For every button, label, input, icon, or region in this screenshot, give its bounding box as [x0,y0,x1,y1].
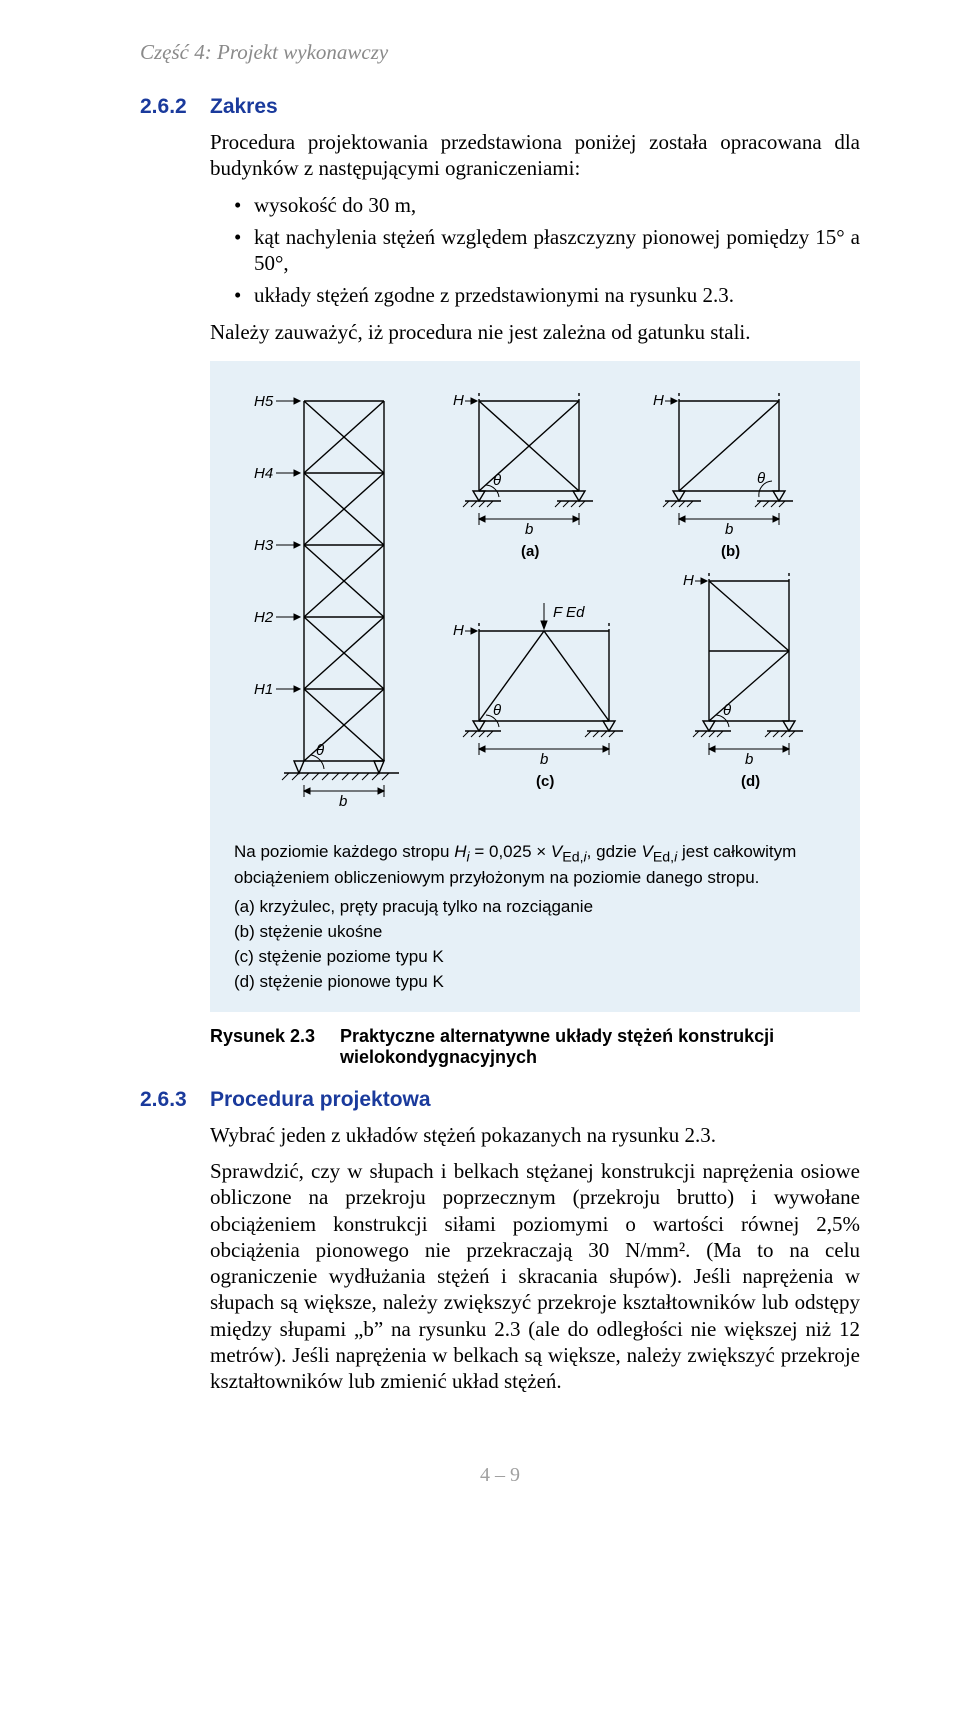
svg-text:b: b [339,793,347,810]
sec262-para1: Procedura projektowania przedstawiona po… [210,129,860,182]
sec262-bullet: kąt nachylenia stężeń względem płaszczyz… [234,224,860,277]
svg-text:θ: θ [493,472,501,489]
figure-caption-label: Rysunek 2.3 [210,1026,340,1068]
svg-text:H3: H3 [254,537,274,554]
legend-b: (b) stężenie ukośne [234,921,840,944]
sec262-para2: Należy zauważyć, iż procedura nie jest z… [210,319,860,345]
svg-text:θ: θ [757,470,765,487]
figure-caption: Rysunek 2.3 Praktyczne alternatywne ukła… [210,1026,860,1068]
sec263-para1: Wybrać jeden z układów stężeń pokazanych… [210,1122,860,1148]
sec262-bullet: układy stężeń zgodne z przedstawionymi n… [234,282,860,308]
legend-c: (c) stężenie poziome typu K [234,946,840,969]
figure-caption-text: Praktyczne alternatywne układy stężeń ko… [340,1026,860,1068]
sec263-para2: Sprawdzić, czy w słupach i belkach stęża… [210,1158,860,1394]
svg-text:H5: H5 [254,393,274,410]
figure-legend: Na poziomie każdego stropu Hi = 0,025 × … [234,841,840,994]
svg-text:(d): (d) [741,773,760,790]
svg-text:H: H [453,622,464,639]
svg-text:F Ed: F Ed [553,604,585,621]
figure-2-3: H5 H4 H3 H2 H1 θ [210,361,860,1012]
svg-text:b: b [725,521,733,538]
svg-text:(a): (a) [521,543,539,560]
svg-text:b: b [745,751,753,768]
legend-a: (a) krzyżulec, pręty pracują tylko na ro… [234,896,840,919]
section-263-heading: Procedura projektowa [210,1088,431,1112]
section-262-num: 2.6.2 [140,95,210,119]
legend-hi-eq: Na poziomie każdego stropu Hi = 0,025 × … [234,841,840,890]
svg-text:b: b [540,751,548,768]
svg-text:θ: θ [493,702,501,719]
svg-text:(b): (b) [721,543,740,560]
section-262-heading: Zakres [210,95,278,119]
svg-text:H2: H2 [254,609,274,626]
svg-text:b: b [525,521,533,538]
legend-d: (d) stężenie pionowe typu K [234,971,840,994]
page-part-title: Część 4: Projekt wykonawczy [140,40,860,65]
svg-text:H1: H1 [254,681,273,698]
section-263-body: Wybrać jeden z układów stężeń pokazanych… [210,1122,860,1395]
svg-text:θ: θ [723,702,731,719]
svg-text:H4: H4 [254,465,273,482]
svg-text:H: H [453,392,464,409]
svg-text:H: H [653,392,664,409]
svg-text:(c): (c) [536,773,554,790]
section-263-num: 2.6.3 [140,1088,210,1112]
page-number: 4 – 9 [140,1464,860,1487]
section-262-body: Procedura projektowania przedstawiona po… [210,129,860,345]
svg-text:H: H [683,572,694,589]
svg-text:θ: θ [316,742,324,759]
figure-svg: H5 H4 H3 H2 H1 θ [234,381,874,831]
sec262-bullet: wysokość do 30 m, [234,192,860,218]
